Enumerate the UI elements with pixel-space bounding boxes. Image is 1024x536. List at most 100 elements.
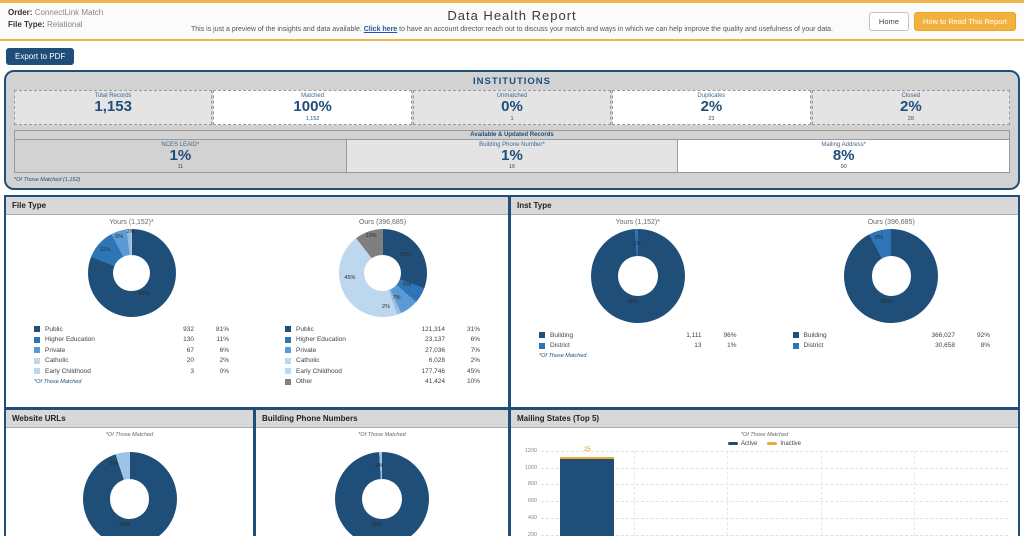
legend-swatch (539, 342, 545, 349)
stat-label: Matched (301, 93, 325, 99)
legend-swatch (285, 336, 291, 343)
file-type-yours-half: Yours (1,152)* 81% 11% 6% 2% Public 932 81… (6, 215, 257, 407)
stat-card-building-phone: Building Phone Number* 1% 16 (346, 139, 679, 172)
stat-value: 1% (169, 146, 192, 164)
legend-row: Private 67 6% (34, 345, 229, 356)
stat-label: Closed (901, 93, 921, 99)
inst-type-yours-title: Yours (1,152)* (615, 219, 661, 226)
home-button[interactable]: Home (868, 12, 909, 31)
slice-label: 2% (126, 228, 135, 235)
of-those-matched-note: *Of Those Matched (105, 432, 154, 438)
legend-swatch (34, 347, 40, 354)
slice-label: 1% (375, 463, 384, 470)
stat-sub: 1,152 (305, 115, 320, 122)
website-urls-panel-title: Website URLs (6, 410, 253, 428)
y-tick: 800 (527, 481, 537, 488)
inst-type-yours-legend: Building 1,111 96% District 13 1% (511, 330, 765, 351)
stat-label: NCES LEAID* (161, 141, 200, 148)
inst-type-ours-legend: Building 366,027 92% District 30,658 8% (765, 330, 1019, 351)
click-here-link[interactable]: Click here (363, 26, 398, 33)
slice-label: 92% (881, 299, 893, 306)
legend-row: Early Childhood 177,746 45% (285, 366, 480, 377)
order-info: Order: ConnectLink Match File Type: Rela… (8, 7, 103, 31)
slice-label: 31% (399, 252, 411, 259)
of-those-matched-note: *Of Those Matched (740, 432, 789, 438)
institutions-footnote: *Of Those Matched (1,152) (14, 177, 81, 183)
legend-row: Early Childhood 3 0% (34, 366, 229, 377)
bar-group-1: 25 1,105 (541, 447, 635, 536)
legend-swatch (34, 357, 40, 364)
institutions-title: INSTITUTIONS (473, 76, 551, 87)
stat-value: 1% (501, 146, 523, 164)
stat-value: 1,153 (94, 98, 132, 115)
building-phone-numbers-panel-title: Building Phone Numbers (256, 410, 508, 428)
of-those-matched-note: *Of Those Matched (358, 432, 406, 438)
slice-label: 6% (403, 282, 412, 289)
legend-swatch (285, 326, 291, 333)
available-updated-records-band: Available & Updated Records NCES LEAID* … (14, 129, 1010, 173)
stat-sub: 90 (840, 164, 847, 170)
stat-label: Mailing Address* (821, 141, 867, 148)
inst-type-panel-title: Inst Type (511, 197, 1018, 215)
legend-inactive: Inactive (767, 441, 801, 447)
of-those-matched-note: *Of Those Matched (539, 353, 587, 359)
bar-group-4: 4 (822, 451, 916, 536)
how-to-read-report-button[interactable]: How to Read This Report (913, 12, 1016, 31)
stat-sub: 16 (508, 164, 516, 170)
file-type-yours-donut: 81% 11% 6% 2% (87, 228, 176, 317)
legend-row: Higher Education 130 11% (34, 335, 229, 346)
legend-swatch (34, 326, 40, 333)
export-to-pdf-button[interactable]: Export to PDF (6, 48, 75, 65)
slice-label: 81% (138, 291, 150, 298)
institutions-panel: INSTITUTIONS Total Records 1,153 Matched… (4, 70, 1020, 190)
file-type-ours-donut: 31% 6% 7% 2% 45% 10% (338, 229, 427, 317)
file-type-panel: File Type Yours (1,152)* 81% 11% 6% 2% P… (6, 197, 508, 407)
slice-label: 11% (99, 247, 111, 254)
legend-row: Private 27,036 7% (285, 345, 480, 356)
bar-group-3: 3 (728, 451, 822, 536)
page-subtitle: This is just a preview of the insights a… (0, 26, 1024, 33)
stat-value: 8% (832, 146, 855, 164)
y-tick: 400 (527, 514, 537, 521)
file-type-yours-title: Yours (1,152)* (109, 219, 154, 226)
file-type-panel-title: File Type (6, 197, 508, 215)
mailing-states-panel: Mailing States (Top 5) *Of Those Matched… (511, 410, 1018, 536)
y-tick: 1200 (524, 448, 537, 454)
bar-group-2: 16 (635, 451, 729, 536)
stat-card-matched: Matched 100% 1,152 (213, 90, 412, 125)
legend-active: Active (727, 441, 757, 447)
page-title: Data Health Report (447, 8, 577, 23)
legend-row: Catholic 6,028 2% (285, 356, 480, 367)
stat-sub: 1 (510, 115, 514, 122)
legend-swatch (34, 336, 40, 343)
bar-group-5: 3 (915, 451, 1008, 536)
subtitle-text-post: to have an account director reach out to… (397, 26, 834, 33)
stat-sub: 11 (177, 164, 184, 170)
legend-row: District 13 1% (539, 341, 737, 352)
slice-label: 95% (119, 522, 131, 529)
legend-row: Other 41,424 10% (285, 377, 480, 388)
slice-label: 10% (365, 233, 377, 240)
mailing-states-plot: 1200 1000 800 600 400 200 0 25 (525, 447, 1008, 536)
y-tick: 200 (527, 531, 537, 536)
slice-label: 2% (382, 304, 390, 311)
legend-active-dash (727, 441, 738, 445)
mailing-states-panel-title: Mailing States (Top 5) (511, 410, 1018, 428)
stat-card-closed: Closed 2% 28 (811, 90, 1011, 125)
inst-type-panel: Inst Type Yours (1,152)* 99% 1% Building… (511, 197, 1018, 407)
stat-card-total-records: Total Records 1,153 (14, 90, 213, 125)
stat-value: 100% (293, 98, 332, 115)
legend-swatch (285, 347, 291, 354)
slice-label: 1% (632, 241, 641, 248)
legend-swatch (792, 342, 799, 349)
website-urls-donut: 95% 5% (82, 452, 177, 536)
legend-swatch (285, 378, 291, 385)
y-tick: 600 (527, 498, 537, 505)
legend-row: Public 932 81% (34, 324, 229, 335)
stat-sub: 23 (708, 115, 715, 122)
inst-type-yours-donut: 99% 1% (590, 229, 685, 323)
order-value: ConnectLink Match (34, 8, 104, 17)
subtitle-text-pre: This is just a preview of the insights a… (190, 26, 364, 33)
y-tick: 1000 (524, 464, 537, 471)
stat-value: 2% (899, 98, 922, 115)
